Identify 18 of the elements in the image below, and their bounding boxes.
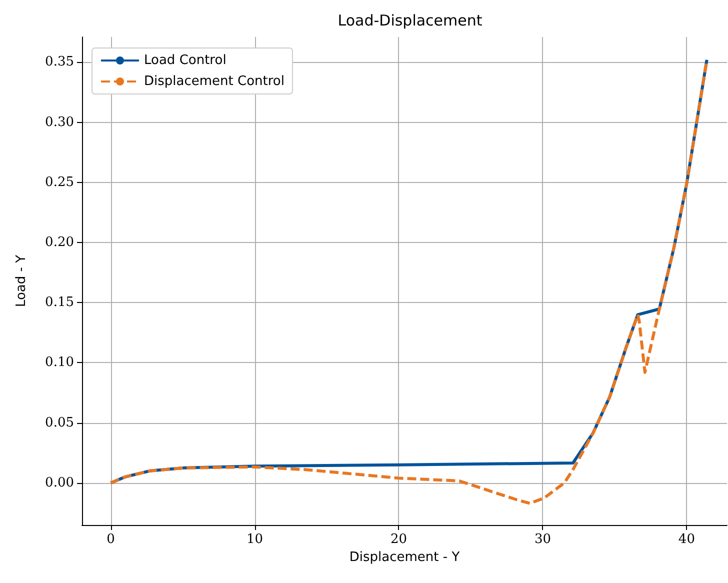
y-tick-label: 0.05 (45, 415, 74, 430)
y-tick-label: 0.10 (45, 355, 74, 370)
y-tick-label: 0.35 (45, 54, 74, 70)
legend-label: Displacement Control (144, 74, 284, 89)
y-tick-label: 0.30 (45, 114, 74, 130)
x-tick-label: 40 (678, 532, 695, 547)
y-tick-label: 0.00 (45, 475, 74, 490)
legend-label: Load Control (144, 53, 226, 68)
chart-title: Load-Displacement (338, 12, 482, 30)
y-tick-label: 0.15 (45, 295, 74, 310)
x-tick-label: 20 (390, 532, 408, 547)
y-tick-label: 0.25 (45, 174, 74, 190)
x-tick-label: 0 (106, 532, 115, 547)
y-tick-label: 0.20 (45, 235, 74, 250)
y-axis-title: Load - Y (14, 254, 29, 308)
x-tick-label: 10 (246, 532, 264, 547)
x-tick-label: 30 (534, 532, 551, 547)
x-axis-title: Displacement - Y (349, 550, 460, 565)
